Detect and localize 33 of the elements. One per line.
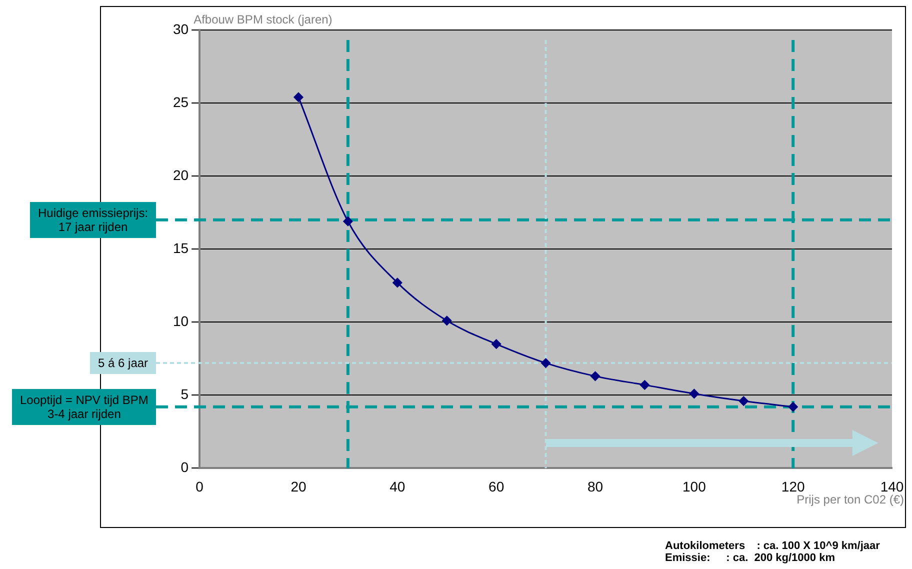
y-tick-label: 20 (172, 166, 189, 183)
y-tick-label: 30 (172, 20, 189, 37)
x-tick-label: 0 (196, 478, 204, 494)
x-tick-label: 100 (682, 478, 706, 494)
point (590, 371, 600, 381)
x-tick-label: 120 (781, 478, 805, 494)
x-tick-label: 40 (390, 478, 406, 494)
text: Autokilometers : ca. 100 X 10^9 km/jaar (665, 540, 880, 552)
point (392, 278, 402, 288)
point (294, 92, 304, 102)
ref-line-label: 5 á 6 jaar (90, 352, 156, 374)
y-axis-title: Afbouw BPM stock (jaren) (194, 12, 332, 26)
point (343, 216, 353, 226)
y-tick-label: 0 (180, 459, 189, 476)
point (738, 396, 748, 406)
ref-line-label: Huidige emissieprijs: 17 jaar rijden (30, 202, 156, 238)
point (492, 339, 502, 349)
point (541, 358, 551, 368)
point (689, 388, 699, 398)
point (788, 402, 798, 412)
x-tick-label: 140 (880, 478, 904, 494)
x-axis-title: Prijs per ton C02 (€) (796, 492, 904, 507)
x-tick-label: 80 (587, 478, 604, 494)
y-tick-label: 5 (180, 386, 189, 402)
point (442, 316, 452, 326)
y-tick-label: 25 (172, 94, 189, 110)
y-tick-label: 10 (172, 312, 189, 329)
text: Emissie: : ca. 200 kg/1000 km (665, 552, 836, 564)
point (640, 380, 650, 390)
x-tick-label: 20 (290, 478, 306, 494)
x-tick-label: 60 (488, 478, 504, 494)
y-tick-label: 15 (172, 240, 189, 256)
ref-line-label: Looptijd = NPV tijd BPM 3-4 jaar rijden (12, 388, 156, 425)
